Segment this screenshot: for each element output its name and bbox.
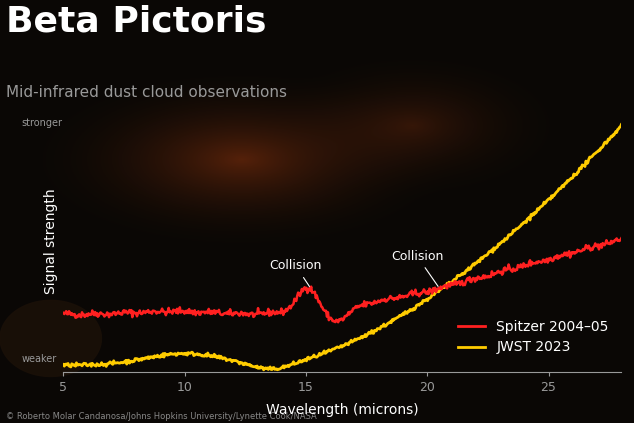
Y-axis label: Signal strength: Signal strength	[44, 188, 58, 294]
Legend: Spitzer 2004–05, JWST 2023: Spitzer 2004–05, JWST 2023	[452, 314, 614, 360]
Text: Mid-infrared dust cloud observations: Mid-infrared dust cloud observations	[6, 85, 287, 99]
X-axis label: Wavelength (microns): Wavelength (microns)	[266, 403, 418, 417]
Text: stronger: stronger	[22, 118, 63, 128]
Text: © Roberto Molar Candanosa/Johns Hopkins University/Lynette Cook/NASA: © Roberto Molar Candanosa/Johns Hopkins …	[6, 412, 317, 421]
Text: Collision: Collision	[269, 259, 322, 287]
Text: Beta Pictoris: Beta Pictoris	[6, 4, 267, 38]
Text: weaker: weaker	[22, 354, 57, 364]
Text: Collision: Collision	[391, 250, 443, 286]
Polygon shape	[0, 300, 101, 376]
